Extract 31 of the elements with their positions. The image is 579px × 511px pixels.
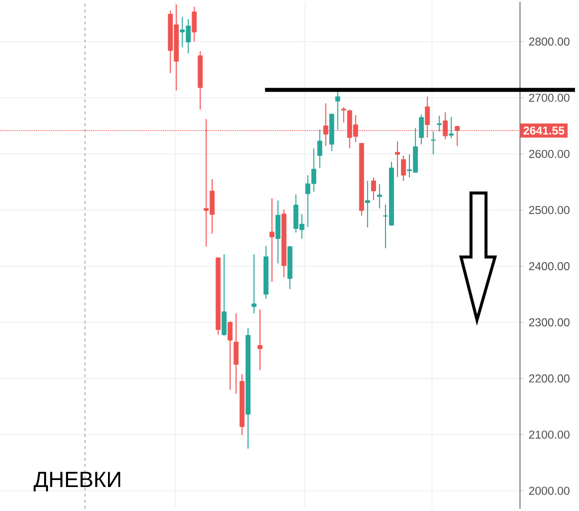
y-tick-label: 2400.00	[529, 262, 570, 270]
ref-line-label: 2641.55	[524, 126, 564, 135]
candlestick	[418, 114, 424, 145]
candlestick	[430, 130, 436, 155]
candlestick	[317, 129, 322, 168]
candlestick	[341, 106, 346, 123]
candlestick	[228, 320, 233, 390]
candlestick	[258, 308, 262, 371]
y-tick-label: 2600.00	[529, 150, 570, 158]
y-tick-label: 2300.00	[529, 318, 570, 326]
y-tick-label: 2800.00	[529, 38, 570, 46]
candlestick	[192, 6, 197, 42]
y-tick-label: 2100.00	[529, 430, 570, 439]
candlestick	[395, 141, 400, 178]
candlestick	[436, 115, 442, 132]
y-tick-label: 2000.00	[529, 486, 570, 495]
candlestick	[234, 312, 239, 394]
candlestick	[269, 198, 274, 282]
y-tick-label: 2200.00	[529, 374, 570, 383]
candlestick	[222, 254, 227, 336]
candlestick	[275, 200, 280, 264]
candlestick	[371, 176, 376, 200]
candlestick	[365, 180, 370, 228]
candlestick	[252, 254, 256, 314]
text: ДНЕВКИ	[34, 472, 120, 492]
candlestick	[377, 184, 382, 209]
y-tick-label: 2500.00	[529, 206, 570, 214]
candlestick	[400, 155, 406, 182]
candlestick	[335, 92, 340, 130]
candlestick	[448, 116, 454, 139]
y-tick-label: 2700.00	[529, 94, 570, 102]
